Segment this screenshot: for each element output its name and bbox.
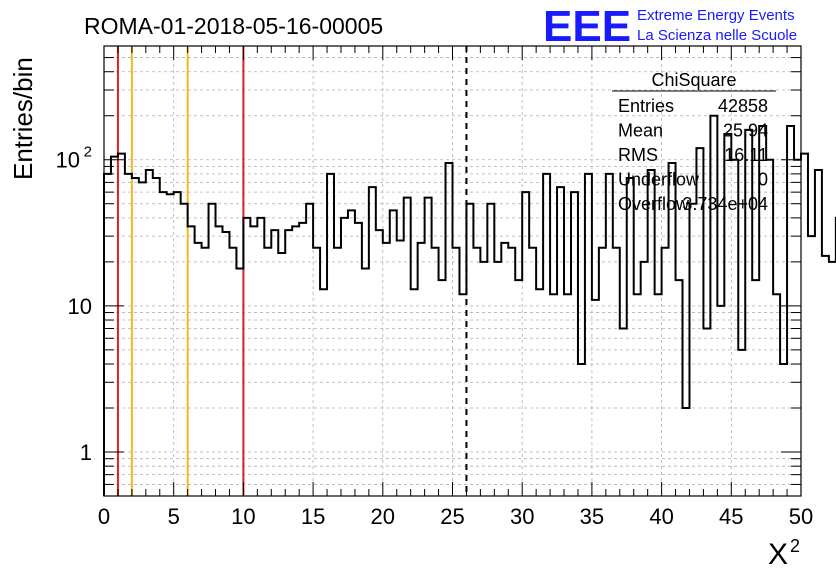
stats-row-value: 3.734e+04 <box>682 194 768 214</box>
eee-logo: EEE Extreme Energy Events La Scienza nel… <box>543 2 797 51</box>
x-tick-label: 40 <box>649 504 673 529</box>
svg-text:2: 2 <box>84 144 92 161</box>
grid <box>104 45 801 497</box>
chart-title: ROMA-01-2018-05-16-00005 <box>84 13 383 39</box>
stats-row-label: Overflow <box>618 194 690 214</box>
stats-row-value: 25.94 <box>723 121 768 141</box>
y-axis-label: Entries/bin <box>8 57 38 180</box>
x-tick-label: 0 <box>98 504 110 529</box>
y-tick-label: 10 2 <box>56 144 92 173</box>
histogram <box>103 114 836 496</box>
stats-row-label: Mean <box>618 121 663 141</box>
svg-text:10: 10 <box>56 148 80 173</box>
stats-row-label: RMS <box>618 145 658 165</box>
stats-row-value: 0 <box>758 170 768 190</box>
vertical-reference-lines <box>116 46 468 496</box>
x-tick-label: 15 <box>301 504 325 529</box>
logo-line1: Extreme Energy Events <box>637 7 795 24</box>
logo-line2: La Scienza nelle Scuole <box>637 27 797 44</box>
stats-row-label: Underflow <box>618 170 700 190</box>
stats-row-value: 16.11 <box>724 145 768 165</box>
x-axis-label: X <box>768 538 788 571</box>
x-tick-label: 25 <box>440 504 464 529</box>
svg-text:1: 1 <box>80 440 92 465</box>
x-tick-label: 50 <box>789 504 813 529</box>
axis-ticks <box>103 45 802 497</box>
logo-mark: EEE <box>543 2 631 51</box>
stats-row-value: 42858 <box>718 96 768 116</box>
x-axis-label-superscript: 2 <box>790 536 800 556</box>
stats-row-label: Entries <box>618 96 674 116</box>
stats-box: ChiSquare Entries 42858 Mean 25.94 RMS 16.11 Un… <box>612 70 776 214</box>
x-tick-label: 45 <box>719 504 743 529</box>
stats-box-title: ChiSquare <box>651 70 736 90</box>
svg-text:10: 10 <box>68 294 92 319</box>
x-tick-label: 35 <box>580 504 604 529</box>
x-tick-label: 20 <box>371 504 395 529</box>
histogram-line <box>103 114 836 496</box>
x-tick-label: 10 <box>231 504 255 529</box>
x-tick-label: 5 <box>168 504 180 529</box>
y-tick-label: 1 <box>80 440 92 465</box>
y-tick-label: 10 <box>68 294 92 319</box>
x-tick-label: 30 <box>510 504 534 529</box>
